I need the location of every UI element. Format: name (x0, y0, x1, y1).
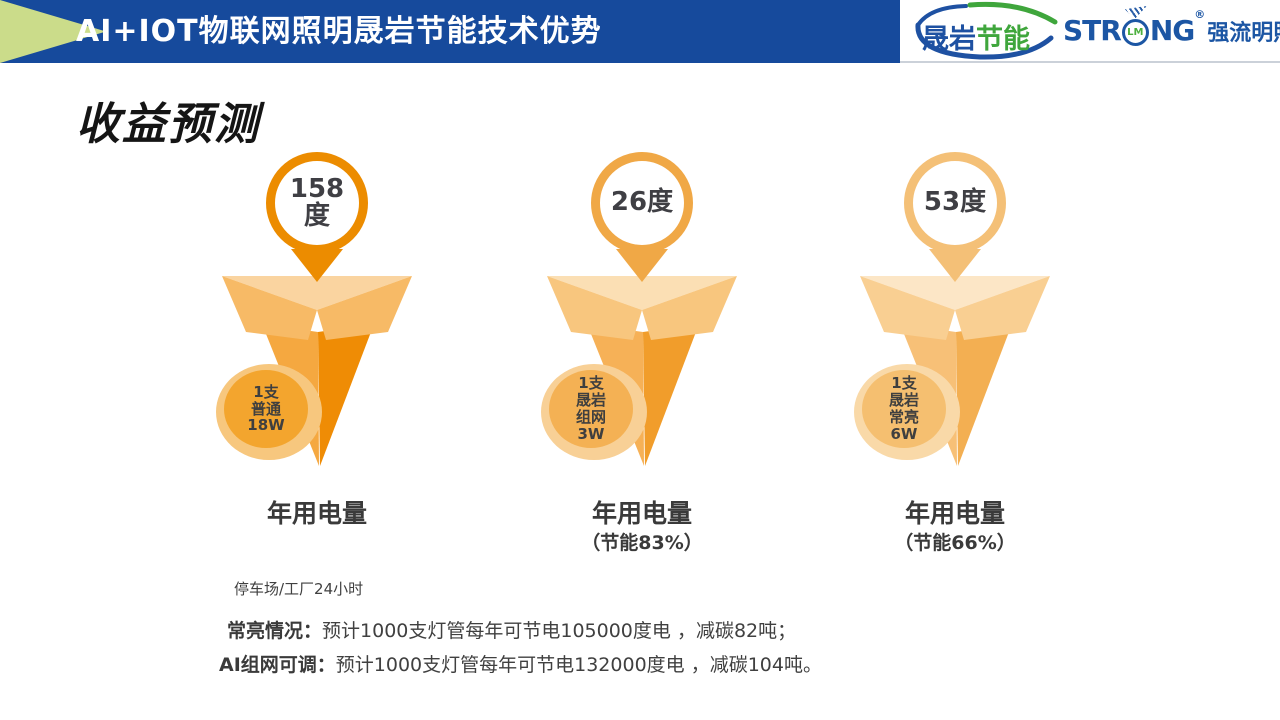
strong-logo-post: NG (1149, 13, 1195, 47)
tag-bubble-inner: 1支 普通 18W (224, 370, 308, 448)
footer-line-prefix: AI组网可调： (219, 654, 336, 676)
value-pin: 53度 (900, 152, 1010, 282)
tag-bubble-inner: 1支 晟岩 组网 3W (549, 370, 633, 448)
header-background (0, 0, 900, 63)
shengyan-logo-blue: 晟岩 (922, 24, 976, 55)
group-sublabel: （节能83%） (581, 532, 703, 554)
tag-text: 1支 晟岩 组网 3W (575, 374, 606, 443)
group-label: 年用电量 (904, 499, 1005, 528)
page-title: 收益预测 (76, 99, 260, 150)
registered-mark: ® (1194, 8, 1206, 21)
pin-value: 26度 (610, 187, 674, 218)
footer-line-prefix: 常亮情况： (227, 620, 323, 642)
pin-tip-icon (291, 249, 343, 282)
strong-logo: STR LM NG ® 强流明照明 (1063, 0, 1280, 61)
group-sublabel: （节能66%） (894, 532, 1016, 554)
tag-bubble-inner: 1支 晟岩 常亮 6W (862, 370, 946, 448)
pin-circle: 158 度 (266, 152, 368, 254)
chart-group-mesh-3w: 26度 1支 晟岩 组网 3W 年用电量 （节能83%） (530, 150, 754, 590)
logo-area: 晟岩节能 STR LM NG ® 强流明照明 (900, 0, 1280, 63)
chart-group-alwayson-6w: 53度 1支 晟岩 常亮 6W 年用电量 （节能66%） (843, 150, 1067, 590)
fan-icon (1124, 6, 1147, 19)
lm-text: LM (1127, 26, 1144, 38)
tag-bubble: 1支 晟岩 常亮 6W (854, 364, 960, 460)
group-label: 年用电量 (591, 499, 692, 528)
orbit-icon (915, 1, 1058, 60)
tag-bubble: 1支 普通 18W (216, 364, 322, 460)
footer-scenario: 停车场/工厂24小时 (234, 580, 364, 598)
pin-tip-icon (616, 249, 668, 282)
lm-circle-wrap: LM (1121, 6, 1149, 46)
footer-line-always-on: 常亮情况：预计1000支灯管每年可节电105000度电 ，减碳82吨； (227, 616, 796, 643)
footer-line-ai-mesh: AI组网可调：预计1000支灯管每年可节电132000度电 ，减碳104吨。 (219, 650, 822, 677)
lm-circle-icon: LM (1121, 19, 1149, 46)
chart-group-ordinary-18w: 158 度 1支 普通 18W 年用电量 (205, 150, 429, 590)
group-label: 年用电量 (266, 499, 367, 528)
pin-value: 158 度 (289, 173, 345, 231)
tag-text: 1支 普通 18W (247, 382, 285, 435)
shengyan-logo-green: 节能 (976, 24, 1030, 55)
value-pin: 26度 (587, 152, 697, 282)
footer-line-text: 预计1000支灯管每年可节电105000度电 ，减碳82吨； (322, 620, 797, 642)
pin-circle: 53度 (904, 152, 1006, 254)
shengyan-logo-text: 晟岩节能 (922, 17, 1030, 56)
footer-line-text: 预计1000支灯管每年可节电132000度电 ，减碳104吨。 (335, 654, 822, 676)
strong-cn-text: 强流明照明 (1207, 20, 1280, 46)
pin-circle: 26度 (591, 152, 693, 254)
strong-logo-pre: STR (1063, 13, 1122, 47)
header-bar: AI+IOT物联网照明晟岩节能技术优势 晟岩节能 STR (0, 0, 1280, 63)
value-pin: 158 度 (262, 152, 372, 282)
header-title: AI+IOT物联网照明晟岩节能技术优势 (76, 14, 602, 49)
tag-text: 1支 晟岩 常亮 6W (888, 374, 919, 443)
shengyan-logo: 晟岩节能 (908, 0, 1060, 61)
pin-value: 53度 (923, 187, 987, 218)
tag-bubble: 1支 晟岩 组网 3W (541, 364, 647, 460)
pin-tip-icon (929, 249, 981, 282)
